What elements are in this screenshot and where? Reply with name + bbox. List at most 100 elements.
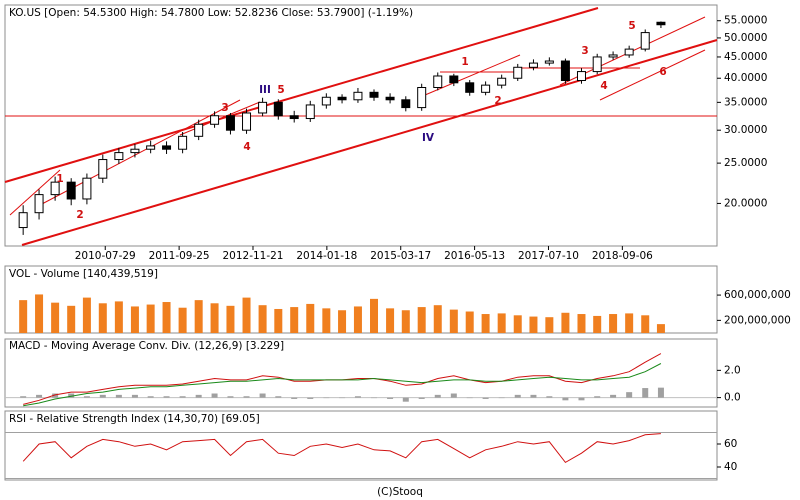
wave-label: 6 (659, 66, 666, 78)
candle-body (114, 152, 124, 161)
histogram-bar (642, 388, 649, 398)
volume-bar (146, 304, 155, 333)
volume-bar (529, 316, 538, 333)
volume-bar (35, 294, 44, 333)
histogram-bar (626, 392, 633, 398)
histogram-bar (163, 396, 170, 398)
volume-bar (577, 314, 586, 333)
volume-bar (162, 302, 171, 333)
histogram-bar (227, 396, 234, 398)
volume-bar (258, 305, 267, 333)
panel-title: KO.US [Open: 54.5300 High: 54.7800 Low: … (9, 7, 413, 19)
x-tick-label: 2011-09-25 (149, 250, 210, 262)
histogram-bar (657, 387, 664, 398)
histogram-bar (530, 394, 537, 398)
volume-bar (433, 305, 442, 333)
volume-bar (481, 314, 490, 333)
price-panel (4, 4, 718, 247)
histogram-bar (243, 396, 250, 398)
histogram-bar (578, 397, 585, 401)
candle-body (130, 148, 140, 154)
volume-bar (274, 308, 283, 333)
candle-body (608, 54, 618, 58)
candle-body (225, 115, 235, 131)
volume-bar (178, 307, 187, 333)
histogram-bar (514, 394, 521, 398)
volume-bar (322, 308, 331, 333)
candle-body (18, 212, 28, 229)
volume-bar (338, 310, 347, 333)
macd-line (23, 363, 662, 407)
volume-bar (513, 315, 522, 333)
histogram-bar (291, 397, 298, 399)
volume-bar (82, 297, 91, 333)
histogram-bar (546, 396, 553, 398)
x-tick-label: 2017-07-10 (518, 250, 579, 262)
annotations: 1 2 3 4 III 5 IV 1 2 3 4 5 6 (56, 20, 666, 221)
wave-label: 5 (277, 84, 284, 96)
candle-body (273, 101, 283, 117)
footer: (C)Stooq (377, 486, 423, 498)
y-tick-label: 50.0000 (724, 32, 767, 44)
y-tick-label: 0.0 (724, 392, 741, 404)
volume-bar (401, 310, 410, 333)
candle-body (210, 115, 220, 125)
volume-bar (386, 308, 395, 333)
panel-title: MACD - Moving Average Conv. Div. (12,26,… (9, 340, 284, 352)
candle-body (178, 135, 188, 150)
histogram-bar (450, 393, 457, 398)
x-tick-label: 2018-09-06 (592, 250, 653, 262)
wave-label: 3 (221, 102, 228, 114)
histogram-bar (131, 394, 138, 398)
y-tick-label: 20.0000 (724, 197, 767, 209)
volume-bar (353, 306, 362, 333)
y-tick-label: 600,000,000 (724, 289, 791, 301)
y-tick-label: 2.0 (724, 364, 741, 376)
volume-bar (67, 305, 76, 333)
volume-bar (194, 300, 203, 333)
histogram-bar (434, 394, 441, 398)
histogram-bar (259, 393, 266, 398)
histogram-bar (99, 394, 106, 398)
volume-bar (593, 315, 602, 333)
volume-bar (210, 303, 219, 333)
volume-bar (656, 324, 665, 333)
y-tick-label: 30.0000 (724, 124, 767, 136)
panel-title: RSI - Relative Strength Index (14,30,70)… (9, 413, 260, 425)
rsi-line (22, 433, 661, 464)
x-tick-label: 2016-05-13 (444, 250, 505, 262)
candle-body (242, 112, 252, 131)
candle-body (401, 99, 411, 109)
wave-label: 3 (581, 45, 588, 57)
volume-bar (417, 307, 426, 333)
volume-bar (545, 317, 554, 333)
volume-bar (290, 307, 299, 333)
volume-bar (19, 300, 28, 333)
candle-body (624, 48, 634, 56)
wave-label: 2 (76, 209, 83, 221)
candle-body (465, 82, 475, 93)
histogram-bar (83, 396, 90, 398)
candle-body (560, 60, 570, 82)
histogram-bar (498, 397, 505, 399)
histogram-bar (36, 394, 43, 398)
candle-body (592, 56, 602, 73)
histogram-bar (195, 394, 202, 398)
x-tick-label: 2010-07-29 (75, 250, 136, 262)
candle-body (528, 62, 538, 68)
histogram-bar (307, 397, 314, 399)
candle-body (433, 75, 443, 88)
volume-bar (561, 312, 570, 333)
candle-body (385, 96, 395, 101)
candle-body (513, 66, 523, 79)
volume-bar (114, 301, 123, 333)
wave-label: 4 (243, 141, 250, 153)
candle-body (258, 101, 268, 114)
candle-body (353, 91, 363, 101)
candle-body (656, 21, 666, 26)
x-tick-label: 2012-11-21 (222, 250, 283, 262)
histogram-bar (339, 397, 346, 399)
panel-title-bg (7, 268, 160, 280)
histogram-bar (466, 397, 473, 399)
y-tick-label: 45.0000 (724, 51, 767, 63)
